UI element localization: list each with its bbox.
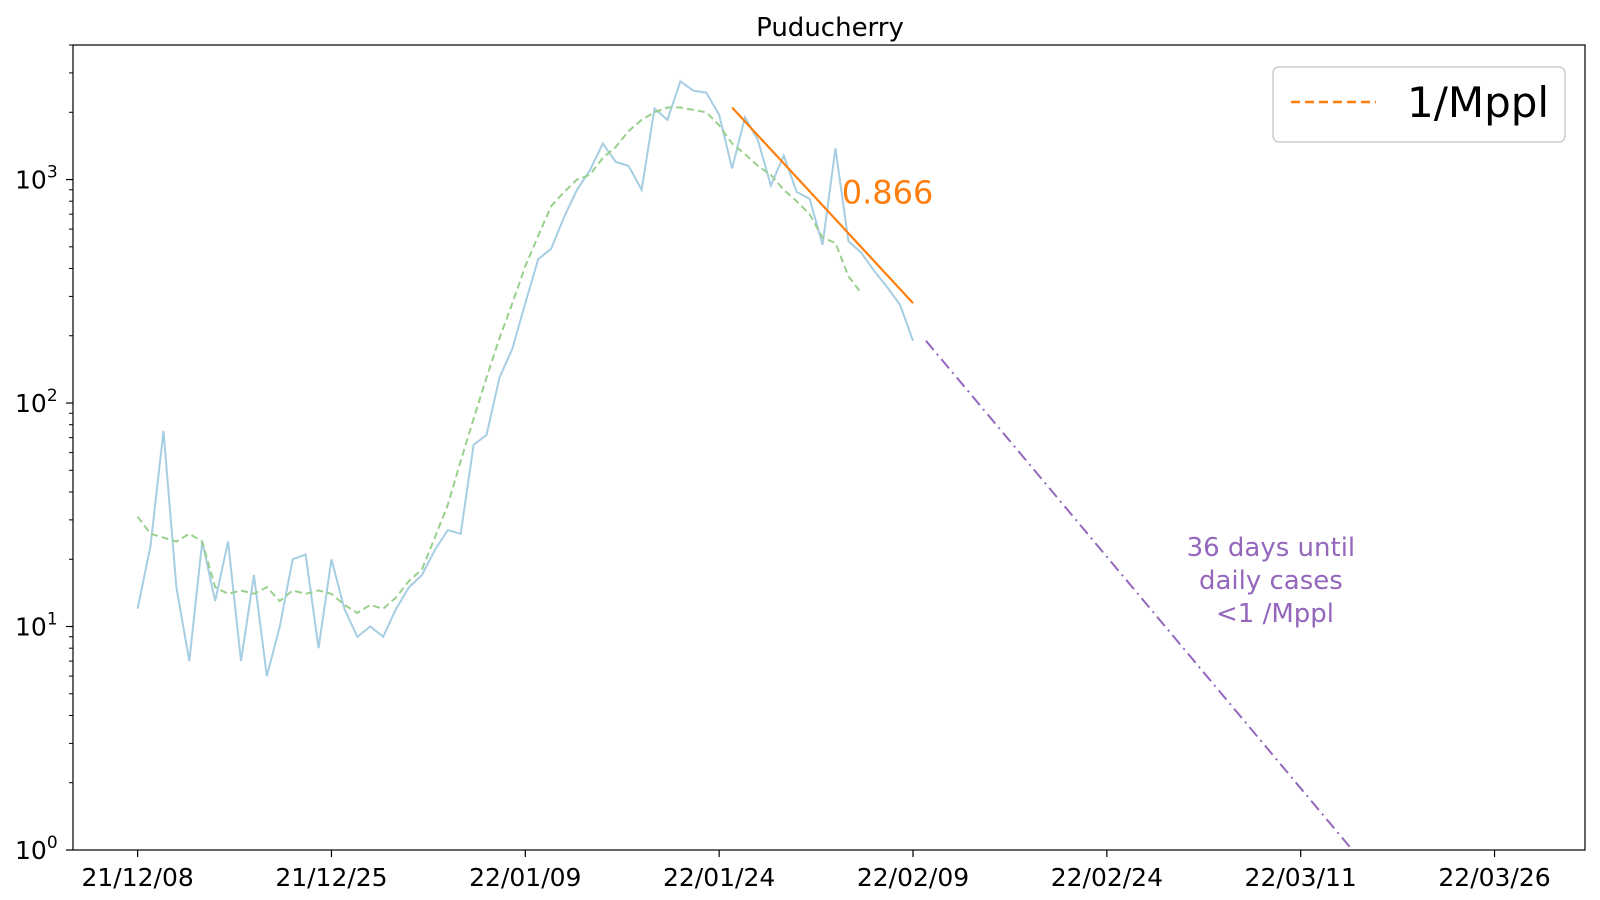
daily-cases-line [136, 79, 914, 677]
y-tick-label: 100 [15, 833, 58, 865]
legend-box [1272, 66, 1566, 143]
annotation-line: <1 /Mppl [1216, 599, 1334, 629]
y-tick-label: 101 [15, 610, 58, 642]
plot-frame [72, 44, 1586, 851]
y-tick-label: 102 [15, 386, 58, 418]
x-tick-label: 22/01/09 [469, 863, 581, 892]
x-tick-label: 21/12/25 [275, 863, 387, 892]
series-group [136, 79, 1354, 851]
x-tick-label: 22/01/24 [663, 863, 775, 892]
chart-title: Puducherry [756, 13, 904, 43]
projection-line [925, 340, 1354, 851]
legend: 1/Mppl [1272, 66, 1566, 143]
x-tick-label: 22/02/24 [1051, 863, 1163, 892]
rolling-average-line [136, 106, 863, 615]
fit-slope-label: 0.866 [842, 173, 934, 211]
annotation-line: 36 days until [1187, 533, 1356, 563]
x-tick-label: 22/03/11 [1245, 863, 1357, 892]
legend-label: 1/Mppl [1407, 78, 1549, 127]
y-tick-label: 103 [15, 163, 58, 195]
fit-line [731, 106, 914, 304]
x-tick-label: 22/03/26 [1438, 863, 1550, 892]
x-tick-label: 22/02/09 [857, 863, 969, 892]
annotation-line: daily cases [1199, 566, 1343, 596]
projection-annotation: 36 days until daily cases <1 /Mppl [1187, 533, 1364, 629]
axis-ticks: 21/12/08 21/12/25 22/01/09 22/01/24 22/02/09… [15, 44, 1551, 892]
x-tick-label: 21/12/08 [81, 863, 193, 892]
